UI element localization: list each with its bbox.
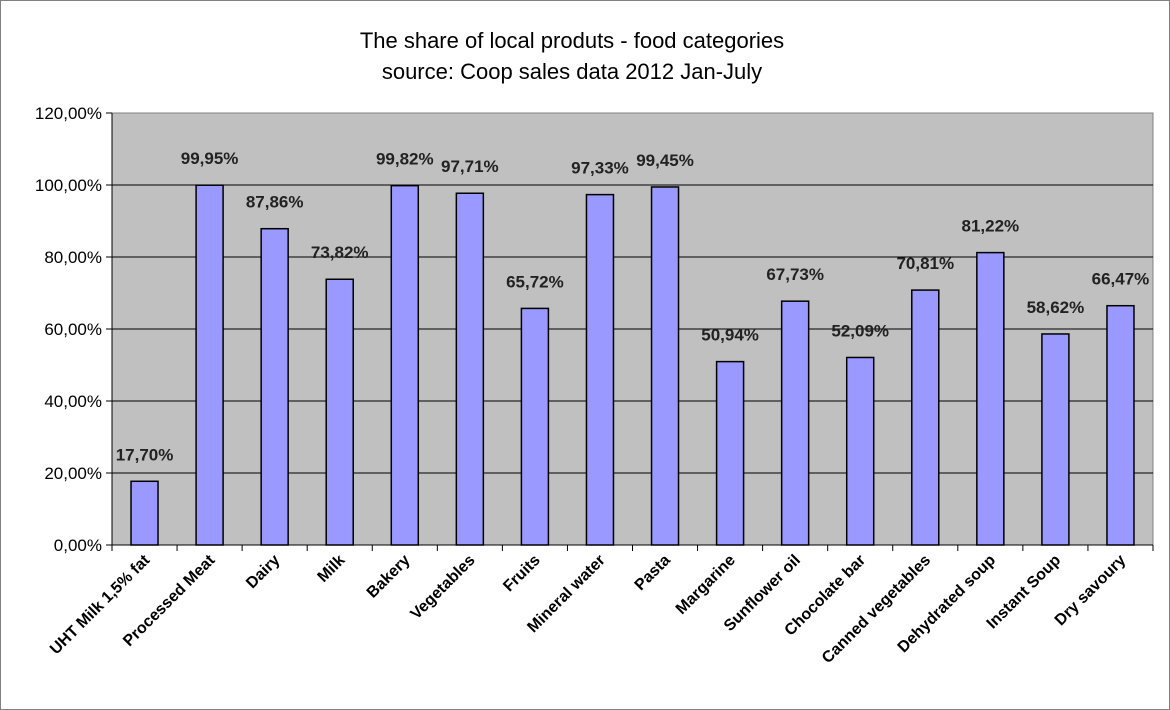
y-tick-label: 40,00% bbox=[44, 392, 102, 411]
data-label: 99,82% bbox=[376, 150, 434, 169]
bar bbox=[715, 360, 745, 546]
y-tick-label: 0,00% bbox=[54, 536, 102, 555]
bar bbox=[130, 480, 159, 546]
bar bbox=[520, 307, 550, 546]
y-tick-label: 120,00% bbox=[35, 104, 102, 123]
data-label: 50,94% bbox=[701, 326, 759, 345]
bar bbox=[455, 192, 485, 546]
bar bbox=[780, 300, 810, 546]
chart-subtitle: source: Coop sales data 2012 Jan-July bbox=[382, 59, 762, 84]
chart-title: The share of local produts - food catego… bbox=[360, 28, 784, 53]
data-label: 87,86% bbox=[246, 193, 304, 212]
data-label: 99,95% bbox=[181, 149, 239, 168]
y-tick-label: 20,00% bbox=[44, 464, 102, 483]
y-tick-label: 80,00% bbox=[44, 248, 102, 267]
data-label: 97,33% bbox=[571, 159, 629, 178]
bar bbox=[390, 184, 420, 546]
data-label: 52,09% bbox=[831, 321, 889, 340]
bar bbox=[1041, 333, 1070, 546]
bar bbox=[195, 184, 224, 546]
bar bbox=[911, 289, 940, 546]
data-label: 67,73% bbox=[766, 265, 824, 284]
data-label: 81,22% bbox=[962, 217, 1020, 236]
y-tick-label: 100,00% bbox=[35, 176, 102, 195]
data-label: 73,82% bbox=[311, 243, 369, 262]
y-tick-labels: 0,00% 20,00% 40,00% 60,00% 80,00% 100,00% 120,… bbox=[35, 104, 102, 555]
data-label: 58,62% bbox=[1027, 298, 1085, 317]
bar bbox=[650, 186, 680, 546]
data-label: 66,47% bbox=[1092, 270, 1150, 289]
bar bbox=[325, 278, 354, 546]
y-tick-label: 60,00% bbox=[44, 320, 102, 339]
data-label: 65,72% bbox=[506, 272, 564, 291]
bars bbox=[130, 184, 1135, 546]
data-labels: 17,70% 99,95% 87,86% 73,82% 99,82% 97,71% 65,7… bbox=[116, 149, 1150, 464]
bar bbox=[1106, 304, 1135, 546]
data-label: 99,45% bbox=[636, 151, 694, 170]
bar bbox=[260, 227, 289, 546]
data-label: 17,70% bbox=[116, 445, 174, 464]
data-label: 97,71% bbox=[441, 157, 499, 176]
bar bbox=[976, 251, 1005, 546]
data-label: 70,81% bbox=[896, 254, 954, 273]
bar bbox=[845, 356, 875, 546]
bar bbox=[585, 193, 615, 546]
axes bbox=[106, 112, 1154, 551]
